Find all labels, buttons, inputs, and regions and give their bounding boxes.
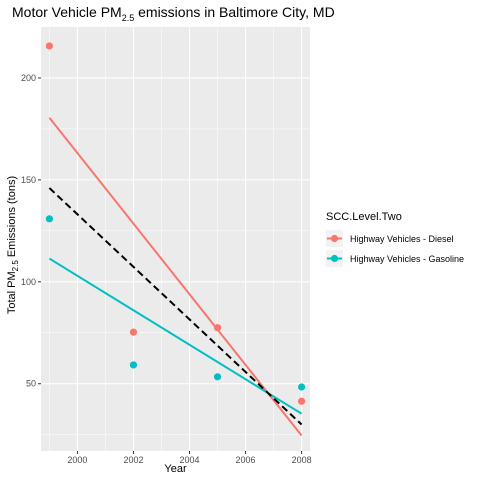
data-point [297,383,306,391]
x-tick-label: 2008 [292,455,312,465]
y-tick-label: 200 [21,73,36,83]
data-point [45,42,54,50]
x-tick-label: 2002 [123,455,143,465]
data-point [213,373,222,381]
legend-label: Highway Vehicles - Diesel [350,234,454,244]
legend-items: Highway Vehicles - Diesel Highway Vehicle… [326,230,464,267]
minor-gridlines [41,27,310,451]
plot-panel [41,27,310,451]
y-axis-ticks: 50 100 150 200 [21,73,41,389]
chart-title-main: Motor Vehicle PM [12,4,122,20]
series-trend-line [48,117,303,437]
y-tick-label: 50 [26,379,36,389]
chart-title-subscript: 2.5 [122,13,135,23]
data-point [129,328,138,336]
x-tick-label: 2004 [179,455,199,465]
data-point [129,361,138,369]
y-axis-title-pre: Total PM [6,271,18,314]
trend-lines [48,117,303,437]
legend-title: SCC.Level.Two [326,211,402,223]
x-axis-ticks: 2000 2002 2004 2006 2008 [67,451,312,465]
legend: SCC.Level.Two Highway Vehicles - DieselH… [326,211,464,267]
legend-key-point [330,234,339,243]
overall-trend-line [48,187,303,426]
data-point [213,324,222,332]
y-axis-title: Total PM2.5 Emissions (tons) [6,176,20,314]
data-points [45,42,306,405]
y-tick-label: 150 [21,175,36,185]
y-axis-title-post: Emissions (tons) [6,176,18,260]
x-tick-label: 2000 [67,455,87,465]
chart-title: Motor Vehicle PM2.5 emissions in Baltimo… [12,4,335,23]
x-tick-label: 2006 [236,455,256,465]
legend-label: Highway Vehicles - Gasoline [350,254,464,264]
series-trend-line [48,257,303,415]
data-point [45,215,54,223]
y-tick-label: 100 [21,277,36,287]
chart-title-rest: emissions in Baltimore City, MD [134,4,334,20]
legend-key-point [330,254,339,263]
data-point [297,397,306,405]
x-axis-title: Year [164,463,187,475]
y-axis-title-subscript: 2.5 [11,260,20,272]
